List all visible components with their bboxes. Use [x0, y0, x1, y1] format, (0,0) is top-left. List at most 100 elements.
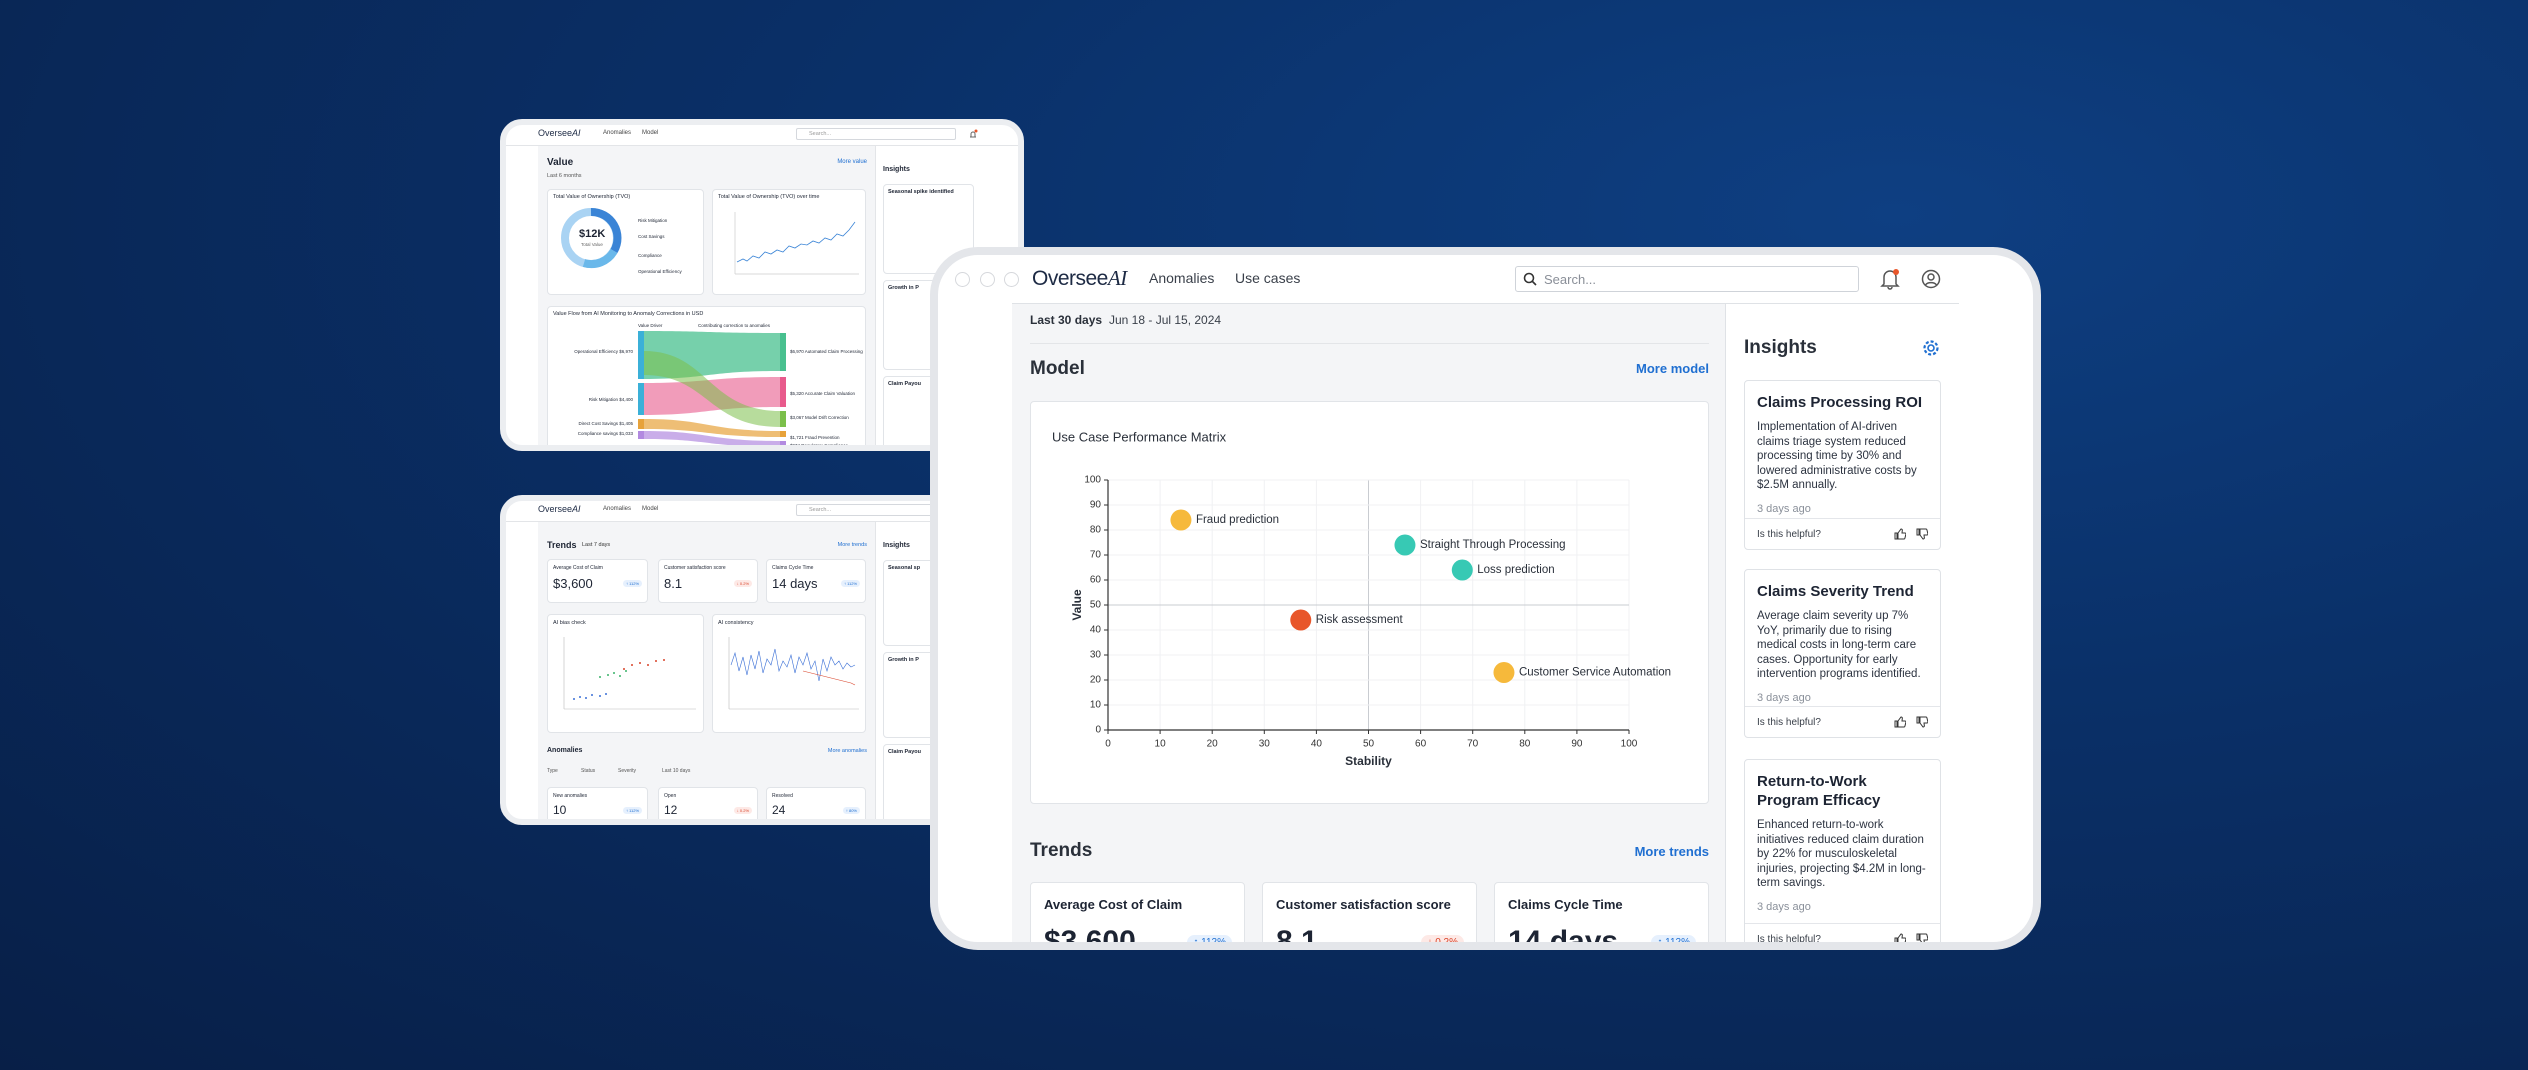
section-title: Value	[547, 157, 574, 168]
nav-link[interactable]: Anomalies	[603, 130, 632, 136]
settings-icon[interactable]	[1922, 339, 1940, 357]
stat-card: Claims Cycle Time 14 days ↑ 112%	[1494, 882, 1709, 942]
period[interactable]: Last 30 days	[1030, 313, 1103, 327]
x-tick-label: 60	[1415, 739, 1427, 750]
logo: OverseeAI	[538, 504, 581, 514]
flow-right-label: $5,320 Accurate Claim Valuation	[790, 391, 855, 396]
stat-change: ↓ 0.2%	[1421, 935, 1464, 942]
section-title: Anomalies	[547, 747, 583, 754]
logo[interactable]: OverseeAI	[1032, 266, 1127, 291]
flow-head: Value Driver	[638, 323, 663, 328]
stat-value: 14 days	[772, 576, 818, 591]
period[interactable]: Last 7 days	[582, 542, 611, 548]
nav-link[interactable]: Model	[642, 130, 659, 136]
tvo-time-card: Total Value of Ownership (TVO) over time	[712, 189, 866, 295]
filter[interactable]: Last 10 days	[662, 768, 691, 774]
scatter-decoration	[563, 637, 696, 710]
more-link[interactable]: More model	[1636, 361, 1709, 376]
search-icon	[1523, 272, 1537, 286]
logo: OverseeAI	[538, 128, 581, 138]
line-decoration	[728, 637, 859, 710]
stat-change: ↑ 112%	[622, 807, 642, 814]
stat-value: $3,600	[1044, 925, 1136, 950]
y-tick-label: 50	[1090, 600, 1102, 611]
chart-card: Use Case Performance Matrix 0 10 20 30 40 50 6…	[1030, 401, 1709, 804]
flow-right-label: $974 Regulatory Compliance	[790, 443, 849, 448]
bell-icon[interactable]	[968, 129, 978, 139]
more-link[interactable]: More anomalies	[827, 748, 867, 754]
insight-title: Seasonal sp	[888, 565, 921, 571]
stat-value: $3,600	[553, 576, 593, 591]
sankey-decoration	[638, 331, 786, 445]
more-link[interactable]: More value	[837, 159, 867, 165]
bell-icon[interactable]	[1880, 268, 1900, 290]
y-tick-label: 100	[1084, 475, 1101, 486]
thumb-up[interactable]	[1894, 933, 1906, 945]
insight-title: Claims Severity Trend	[1757, 583, 1914, 600]
flow-head: Contributing correction to anomalies	[698, 323, 771, 328]
date-range: Jun 18 - Jul 15, 2024	[1109, 313, 1222, 327]
chart-card: AI consistency	[712, 614, 866, 733]
stat-card: Average Cost of Claim $3,600 ↑ 112%	[547, 559, 648, 603]
insight-card: Return-to-Work Program Efficacy Enhanced…	[1744, 759, 1941, 945]
logo-accent: AI	[572, 128, 581, 138]
x-tick-label: 10	[1155, 739, 1167, 750]
stat-value: 12	[664, 803, 678, 817]
insight-title: Claim Payou	[888, 749, 922, 755]
search-box[interactable]: Search...	[796, 128, 956, 140]
stat-value: 8.1	[1276, 925, 1318, 950]
point-label: Loss prediction	[1477, 564, 1554, 576]
insights-title: Insights	[1744, 337, 1817, 358]
nav-link[interactable]: Anomalies	[603, 506, 632, 512]
insight-time: 3 days ago	[1757, 502, 1811, 515]
search-placeholder: Search...	[1544, 272, 1597, 287]
insight-body: Implementation of AI-driven claims triag…	[1757, 421, 1917, 491]
filter[interactable]: Type	[547, 768, 558, 774]
insights-title: Insights	[883, 542, 910, 549]
thumb-down[interactable]	[1916, 716, 1928, 728]
insight-body: Enhanced return-to-work initiatives redu…	[1757, 819, 1926, 889]
window-dot	[980, 272, 995, 287]
stat-value: 10	[553, 803, 567, 817]
thumb-down[interactable]	[1916, 528, 1928, 540]
y-tick-label: 60	[1090, 575, 1102, 586]
stat-card: Customer satisfaction score 8.1 ↓ 0.2%	[658, 559, 758, 603]
logo-accent: AI	[1107, 266, 1127, 290]
y-tick-label: 10	[1090, 700, 1102, 711]
search-box[interactable]: Search...	[1515, 266, 1859, 292]
period: Last 6 months	[547, 173, 582, 179]
nav-link[interactable]: Anomalies	[1149, 270, 1215, 286]
section-title: Trends	[1030, 840, 1093, 861]
filter[interactable]: Severity	[618, 768, 637, 774]
stat-value: 8.1	[664, 576, 683, 591]
legend-item: Risk Mitigation	[638, 218, 668, 223]
thumb-up[interactable]	[1894, 716, 1906, 728]
header-divider	[506, 145, 1018, 146]
y-tick-label: 30	[1090, 650, 1102, 661]
nav-link[interactable]: Use cases	[1235, 270, 1301, 286]
x-tick-label: 100	[1621, 739, 1638, 750]
line-decoration	[734, 212, 859, 275]
flow-card: Value Flow from AI Monitoring to Anomaly…	[547, 306, 866, 448]
scatter-chart: Use Case Performance Matrix 0 10 20 30 40 50 6…	[1052, 429, 1671, 768]
more-link[interactable]: More trends	[1634, 844, 1709, 859]
more-link[interactable]: More trends	[837, 542, 867, 548]
point	[1451, 559, 1473, 581]
nav-link[interactable]: Model	[642, 506, 659, 512]
filter[interactable]: Status	[581, 768, 596, 774]
donut-label: Total Value	[581, 242, 603, 247]
x-tick-label: 50	[1363, 739, 1375, 750]
stat-value: 24	[772, 803, 786, 817]
logo-text: Oversee	[538, 128, 573, 138]
thumb-down[interactable]	[1916, 933, 1928, 945]
insight-title: Return-to-Work Program Efficacy	[1757, 773, 1881, 809]
insight-time: 3 days ago	[1757, 900, 1811, 913]
insight-title: Seasonal spike identified	[888, 189, 954, 195]
header-divider	[1012, 303, 1959, 304]
x-tick-label: 80	[1519, 739, 1531, 750]
insights-border	[1725, 304, 1726, 942]
stat-title: Customer satisfaction score	[1276, 897, 1451, 912]
thumb-up[interactable]	[1894, 528, 1906, 540]
user-icon[interactable]	[1921, 269, 1941, 289]
insight-title: Growth in P	[888, 285, 919, 291]
